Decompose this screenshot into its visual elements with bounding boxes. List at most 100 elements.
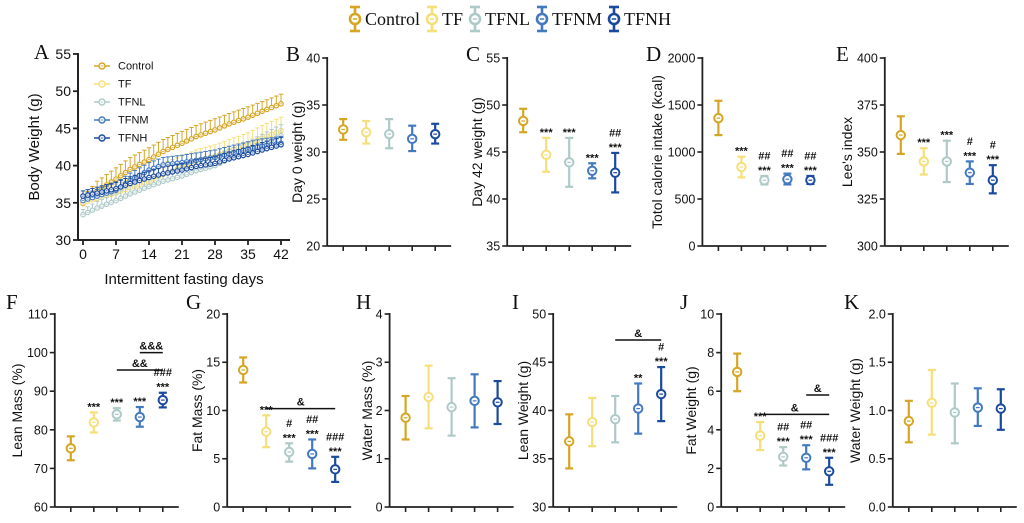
svg-text:TF: TF (118, 79, 132, 91)
svg-text:5: 5 (213, 452, 220, 466)
errorbar-circle-icon (468, 5, 482, 33)
svg-text:Fat Mass (%): Fat Mass (%) (190, 369, 205, 452)
svg-text:***: *** (758, 165, 772, 177)
svg-text:Totol calorie intake (kcal): Totol calorie intake (kcal) (650, 75, 665, 229)
panel-e-lees-index: E 300 325 350 375 400 Lee's index *** *** # *** # *… (832, 40, 1015, 260)
svg-text:1: 1 (376, 452, 383, 466)
panel-f-lean-mass: F 60 70 80 90 100 110 Lean Mass (%) *** *** *** ##… (2, 286, 185, 521)
svg-text:&: & (634, 328, 642, 340)
svg-text:4: 4 (707, 423, 714, 437)
svg-text:0: 0 (79, 246, 87, 262)
legend-item-tf: TF (423, 3, 463, 35)
svg-text:0.0: 0.0 (868, 500, 885, 514)
svg-text:***: *** (110, 397, 124, 409)
legend-item-control: Control (346, 3, 420, 35)
svg-text:##: ## (758, 150, 770, 162)
panel-i-plot: 30 35 40 45 50 Lean Weight (g) ** # *** & (516, 308, 678, 514)
svg-text:400: 400 (857, 52, 878, 66)
svg-text:***: *** (940, 130, 954, 142)
errorbar-circle-icon (607, 5, 621, 33)
svg-text:0.5: 0.5 (868, 452, 885, 466)
svg-text:1000: 1000 (668, 145, 696, 159)
svg-text:50: 50 (55, 83, 71, 99)
svg-text:###: ### (326, 431, 344, 443)
panel-letter-e: E (836, 42, 849, 66)
svg-text:Intermittent fasting days: Intermittent fasting days (104, 271, 263, 288)
svg-text:21: 21 (174, 246, 190, 262)
svg-text:0: 0 (688, 239, 695, 253)
legend-label: Control (365, 8, 421, 29)
legend-label: TF (442, 8, 464, 29)
svg-text:40: 40 (55, 158, 71, 174)
svg-text:100: 100 (27, 346, 48, 360)
svg-text:***: *** (735, 146, 749, 158)
svg-text:325: 325 (857, 192, 878, 206)
svg-text:25: 25 (306, 192, 320, 206)
svg-text:2: 2 (376, 404, 383, 418)
svg-text:#: # (967, 136, 973, 148)
svg-text:0: 0 (376, 500, 383, 514)
svg-text:2: 2 (707, 462, 714, 476)
svg-text:35: 35 (240, 246, 256, 262)
panel-d-calorie-intake: D 0 500 1000 1500 2000 Totol calorie intake (… (642, 40, 832, 260)
panel-letter-d: D (646, 42, 662, 66)
svg-text:30: 30 (532, 500, 546, 514)
svg-text:2000: 2000 (668, 52, 696, 66)
figure-legend: Control TF TFNL TFNM TFNH (346, 0, 674, 38)
svg-text:70: 70 (34, 462, 48, 476)
svg-text:45: 45 (486, 145, 500, 159)
svg-text:6: 6 (707, 385, 714, 399)
svg-text:**: ** (634, 372, 643, 384)
svg-text:***: *** (156, 382, 170, 394)
svg-text:***: *** (781, 163, 795, 175)
svg-text:350: 350 (857, 145, 878, 159)
svg-text:***: *** (823, 447, 837, 459)
svg-text:50: 50 (486, 99, 500, 113)
svg-text:***: *** (777, 436, 791, 448)
svg-text:15: 15 (206, 356, 220, 370)
panel-letter-h: H (356, 290, 372, 314)
panel-b-plot: 20 25 30 35 40 Day 0 weight (g) (290, 52, 452, 253)
panel-c-day42-weight: C 35 40 45 50 55 Day 42 weight (g) *** *** *** ##… (462, 40, 637, 260)
svg-text:&: & (297, 397, 305, 409)
panel-k-plot: 0.0 0.5 1.0 1.5 2.0 Water Weight (g) (848, 308, 1017, 514)
svg-text:***: *** (306, 428, 320, 440)
svg-text:1.0: 1.0 (868, 404, 885, 418)
svg-text:55: 55 (486, 52, 500, 66)
svg-text:##: ## (777, 422, 789, 434)
svg-text:TFNM: TFNM (118, 115, 149, 127)
panel-letter-i: I (512, 290, 519, 314)
svg-text:***: *** (563, 127, 577, 139)
svg-text:***: *** (804, 165, 818, 177)
svg-text:##: ## (804, 150, 816, 162)
legend-item-tfnl: TFNL (466, 3, 530, 35)
errorbar-circle-icon (348, 5, 362, 33)
svg-text:Day 42 weight (g): Day 42 weight (g) (470, 97, 485, 207)
legend-item-tfnm: TFNM (533, 3, 602, 35)
panel-letter-j: J (680, 290, 689, 314)
legend-label: TFNM (552, 8, 603, 29)
svg-text:***: *** (917, 137, 931, 149)
svg-text:Water Weight (g): Water Weight (g) (848, 358, 863, 463)
legend-label: TFNL (485, 8, 531, 29)
svg-text:##: ## (781, 148, 793, 160)
svg-text:20: 20 (206, 308, 220, 322)
svg-text:500: 500 (675, 192, 696, 206)
svg-text:&: & (791, 402, 799, 414)
svg-text:8: 8 (707, 346, 714, 360)
svg-text:20: 20 (306, 239, 320, 253)
svg-text:0: 0 (707, 500, 714, 514)
panel-e-plot: 300 325 350 375 400 Lee's index *** *** # *** # *** (840, 52, 1009, 253)
svg-text:***: *** (655, 356, 669, 368)
legend-item-tfnh: TFNH (605, 3, 671, 35)
panel-letter-b: B (286, 42, 301, 66)
svg-text:40: 40 (486, 192, 500, 206)
svg-text:##: ## (609, 127, 621, 139)
svg-text:TFNH: TFNH (118, 133, 147, 145)
svg-text:2.0: 2.0 (868, 308, 885, 322)
svg-text:Body Weight (g): Body Weight (g) (26, 93, 43, 200)
svg-text:Day 0 weight (g): Day 0 weight (g) (290, 101, 305, 203)
svg-text:***: *** (800, 434, 814, 446)
svg-text:###: ### (820, 432, 838, 444)
